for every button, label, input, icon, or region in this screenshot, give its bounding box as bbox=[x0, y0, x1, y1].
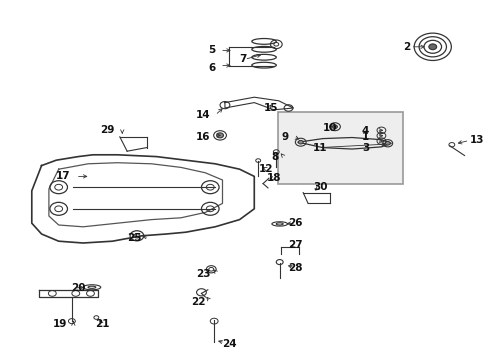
Circle shape bbox=[298, 140, 303, 144]
Text: 21: 21 bbox=[95, 319, 110, 329]
Text: 24: 24 bbox=[222, 339, 237, 349]
FancyBboxPatch shape bbox=[277, 112, 403, 184]
Text: 11: 11 bbox=[312, 143, 327, 153]
Text: 29: 29 bbox=[101, 125, 115, 135]
Text: 13: 13 bbox=[468, 135, 483, 145]
Circle shape bbox=[332, 125, 337, 129]
Text: 7: 7 bbox=[239, 54, 246, 64]
Text: 10: 10 bbox=[322, 123, 337, 133]
Text: 15: 15 bbox=[264, 103, 278, 113]
Text: 30: 30 bbox=[312, 182, 327, 192]
Text: 20: 20 bbox=[71, 283, 85, 293]
Text: 16: 16 bbox=[195, 132, 210, 142]
Text: 26: 26 bbox=[288, 218, 303, 228]
Text: 14: 14 bbox=[195, 110, 210, 120]
Circle shape bbox=[428, 44, 436, 50]
Text: 19: 19 bbox=[53, 319, 67, 329]
Text: 23: 23 bbox=[195, 269, 210, 279]
Text: 4: 4 bbox=[361, 126, 368, 136]
Text: 9: 9 bbox=[281, 132, 288, 142]
Circle shape bbox=[216, 133, 223, 138]
Text: 1: 1 bbox=[361, 132, 368, 142]
Text: 22: 22 bbox=[190, 297, 205, 307]
Text: 12: 12 bbox=[259, 164, 273, 174]
Text: 5: 5 bbox=[207, 45, 215, 55]
Text: 28: 28 bbox=[288, 263, 303, 273]
Text: 2: 2 bbox=[403, 42, 410, 52]
Text: 25: 25 bbox=[127, 233, 142, 243]
Text: 6: 6 bbox=[207, 63, 215, 73]
Circle shape bbox=[385, 141, 389, 145]
Text: 18: 18 bbox=[266, 173, 281, 183]
Text: 27: 27 bbox=[288, 240, 303, 250]
Text: 3: 3 bbox=[361, 143, 368, 153]
Text: 17: 17 bbox=[56, 171, 71, 181]
Text: 8: 8 bbox=[271, 152, 278, 162]
